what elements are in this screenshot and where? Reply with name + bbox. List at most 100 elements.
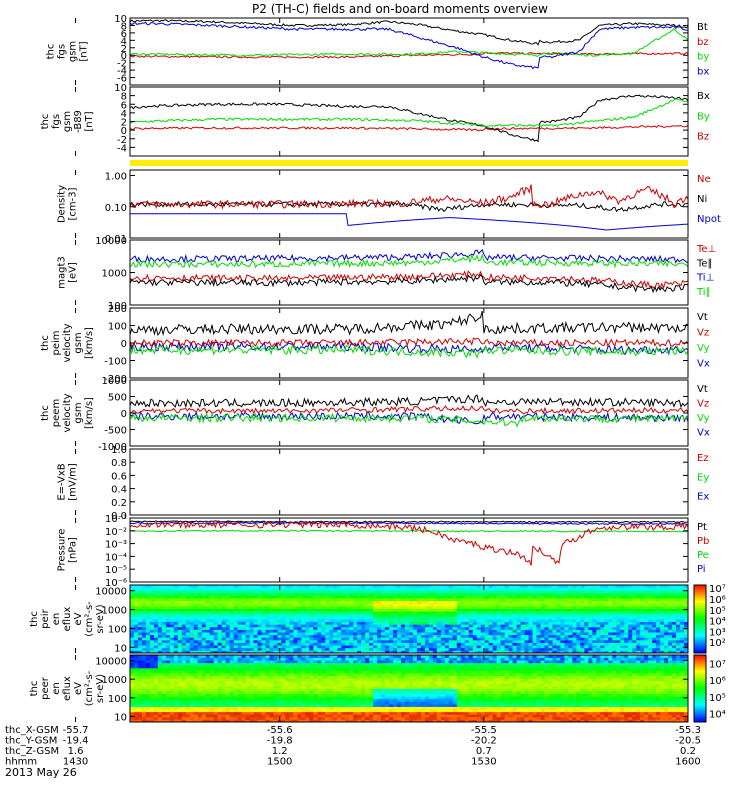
- spectrogram-cell: [197, 678, 203, 682]
- spectrogram-cell: [484, 616, 490, 620]
- spectrogram-cell: [161, 675, 167, 679]
- spectrogram-cell: [472, 600, 478, 604]
- spectrogram-cell: [149, 698, 155, 702]
- spectrogram-cell: [369, 613, 374, 617]
- spectrogram-cell: [209, 655, 215, 658]
- spectrogram-cell: [197, 685, 203, 689]
- spectrogram-cell: [349, 595, 354, 599]
- spectrogram-cell: [672, 645, 677, 649]
- spectrogram-cell: [221, 670, 227, 674]
- spectrogram-cell: [508, 603, 514, 607]
- spectrogram-cell: [452, 624, 458, 628]
- spectrogram-cell: [496, 619, 502, 623]
- spectrogram-cell: [365, 650, 370, 654]
- spectrogram-cell: [130, 650, 135, 654]
- spectrogram-cell: [381, 647, 386, 651]
- spectrogram-cell: [424, 585, 430, 589]
- spectrogram-cell: [217, 590, 223, 594]
- spectrogram-cell: [273, 637, 278, 641]
- spectrogram-cell: [269, 691, 274, 695]
- spectrogram-cell: [321, 587, 326, 591]
- spectrogram-cell: [556, 603, 561, 607]
- spectrogram-cell: [476, 592, 482, 596]
- spectrogram-cell: [476, 603, 482, 607]
- spectrogram-cell: [652, 647, 657, 651]
- spectrogram-cell: [217, 657, 223, 661]
- spectrogram-cell: [265, 657, 270, 661]
- spectrogram-cell: [349, 611, 354, 615]
- spectrogram-cell: [564, 585, 569, 589]
- spectrogram-cell: [193, 595, 199, 599]
- spectrogram-cell: [205, 603, 211, 607]
- spectrogram-cell: [381, 629, 386, 633]
- spectrogram-cell: [145, 621, 151, 625]
- spectrogram-cell: [636, 619, 641, 623]
- spectrogram-cell: [424, 624, 430, 628]
- spectrogram-cell: [265, 590, 270, 594]
- spectrogram-cell: [201, 673, 207, 677]
- colorbar-segment: [694, 615, 706, 618]
- spectrogram-cell: [508, 637, 514, 641]
- spectrogram-cell: [261, 632, 266, 636]
- series-line-Ti⊥: [129, 249, 689, 264]
- spectrogram-cell: [130, 592, 135, 596]
- spectrogram-cell: [516, 613, 521, 617]
- spectrogram-cell: [141, 634, 147, 638]
- spectrogram-cell: [185, 634, 191, 638]
- spectrogram-cell: [369, 645, 374, 649]
- spectrogram-cell: [496, 600, 502, 604]
- spectrogram-cell: [189, 683, 195, 687]
- spectrogram-cell: [484, 619, 490, 623]
- spectrogram-cell: [205, 688, 211, 692]
- spectrogram-cell: [644, 613, 649, 617]
- spectrogram-cell: [624, 613, 629, 617]
- spectrogram-cell: [249, 647, 254, 651]
- spectrogram-cell: [412, 605, 418, 609]
- spectrogram-cell: [405, 650, 410, 654]
- spectrogram-cell: [576, 632, 581, 636]
- spectrogram-cell: [389, 595, 394, 599]
- spectrogram-cell: [580, 634, 585, 638]
- spectrogram-cell: [173, 613, 179, 617]
- spectrogram-cell: [130, 698, 135, 702]
- colorbar-segment: [694, 612, 706, 615]
- colorbar-segment: [694, 637, 706, 640]
- spectrogram-cell: [385, 626, 390, 630]
- spectrogram-cell: [361, 587, 366, 591]
- spectrogram-cell: [568, 642, 573, 646]
- spectrogram-cell: [301, 645, 306, 649]
- spectrogram-cell: [385, 645, 390, 649]
- spectrogram-cell: [213, 678, 219, 682]
- spectrogram-cell: [137, 678, 143, 682]
- spectrogram-cell: [468, 647, 474, 651]
- spectrogram-cell: [297, 621, 302, 625]
- spectrogram-cell: [329, 626, 334, 630]
- spectrogram-cell: [225, 703, 231, 707]
- spectrogram-cell: [165, 655, 171, 658]
- spectrogram-cell: [209, 619, 215, 623]
- spectrogram-cell: [265, 688, 270, 692]
- spectrogram-cell: [424, 587, 430, 591]
- spectrogram-cell: [217, 703, 223, 707]
- legend-label: by: [697, 52, 709, 63]
- spectrogram-cell: [684, 605, 689, 609]
- spectrogram-cell: [197, 634, 203, 638]
- spectrogram-cell: [373, 637, 378, 641]
- spectrogram-cell: [145, 592, 151, 596]
- spectrogram-cell: [197, 719, 203, 723]
- spectrogram-cell: [608, 639, 613, 643]
- spectrogram-cell: [277, 626, 282, 630]
- spectrogram-cell: [130, 642, 135, 646]
- spectrogram-cell: [532, 624, 537, 628]
- spectrogram-cell: [464, 639, 470, 643]
- spectrogram-cell: [237, 701, 242, 705]
- spectrogram-cell: [468, 634, 474, 638]
- spectrogram-cell: [181, 585, 187, 589]
- spectrogram-cell: [604, 650, 609, 654]
- spectrogram-cell: [145, 693, 151, 697]
- spectrogram-cell: [444, 639, 450, 643]
- spectrogram-cell: [229, 693, 235, 697]
- spectrogram-cell: [548, 587, 553, 591]
- spectrogram-cell: [329, 605, 334, 609]
- spectrogram-cell: [233, 680, 239, 684]
